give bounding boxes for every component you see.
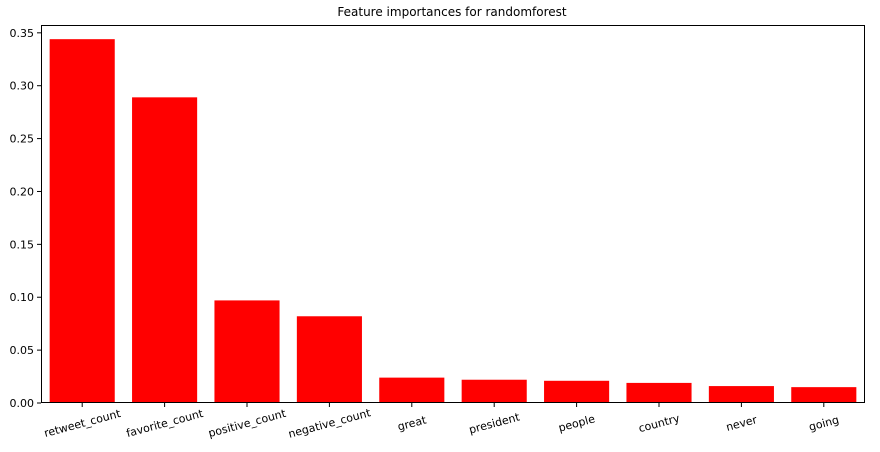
x-tick-label: people [557, 412, 597, 434]
bar-people [544, 380, 610, 403]
y-tick-label: 0.15 [10, 238, 35, 251]
x-tick-label: going [807, 413, 840, 434]
y-tick-label: 0.25 [10, 133, 35, 146]
x-tick-label: country [637, 412, 681, 436]
bars-layer [49, 39, 857, 404]
x-tick-label: never [725, 413, 759, 434]
y-tick-label: 0.10 [10, 291, 35, 304]
bar-great [379, 377, 445, 403]
bar-never [708, 386, 774, 403]
chart-title: Feature importances for randomforest [337, 5, 567, 19]
plot-frame [41, 25, 865, 403]
bar-retweet-count [49, 39, 115, 404]
bar-country [626, 382, 692, 403]
x-tick-label: great [396, 413, 428, 433]
bar-negative-count [296, 316, 362, 403]
y-tick-label: 0.30 [10, 80, 35, 93]
x-tick-label: favorite_count [125, 407, 205, 440]
bar-going [791, 387, 857, 403]
y-tick-label: 0.20 [10, 185, 35, 198]
bar-positive-count [214, 300, 280, 403]
x-tick-label: president [468, 410, 522, 436]
y-tick-label: 0.05 [10, 344, 35, 357]
bar-president [461, 379, 527, 403]
y-axis: 0.00 0.05 0.10 0.15 0.20 0.25 0.30 0.35 [10, 27, 41, 410]
x-tick-label: negative_count [287, 406, 373, 441]
bar-favorite-count [132, 97, 198, 403]
y-tick-label: 0.35 [10, 27, 35, 40]
x-axis: retweet_count favorite_count positive_coun… [43, 403, 840, 441]
y-tick-label: 0.00 [10, 397, 35, 410]
x-tick-label: positive_count [207, 407, 288, 440]
x-tick-label: retweet_count [43, 407, 123, 440]
